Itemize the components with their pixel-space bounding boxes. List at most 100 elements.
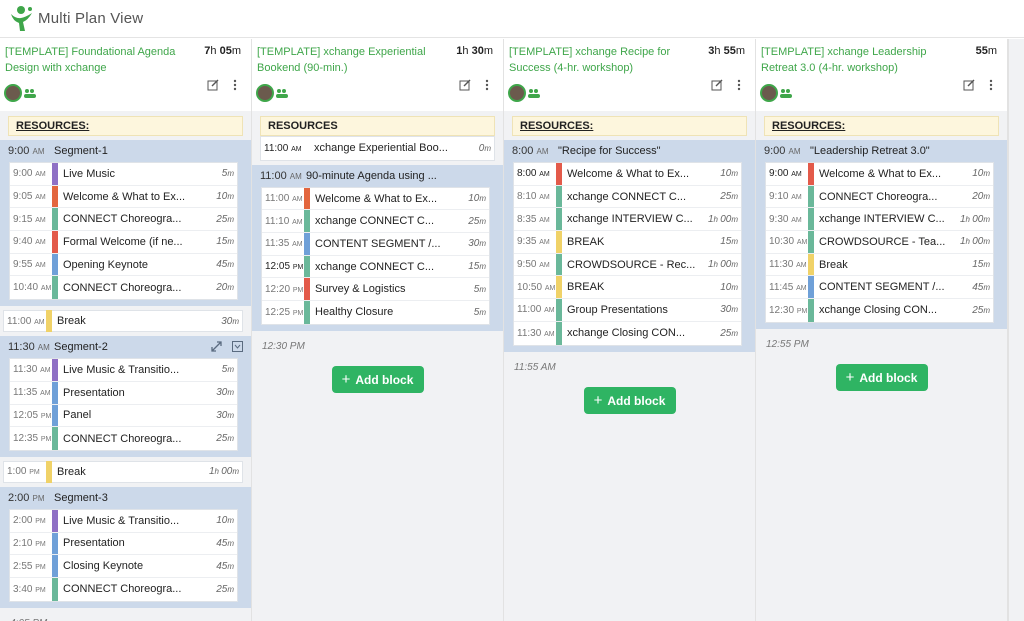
block-duration: 15m — [468, 261, 486, 273]
block-start-time: 9:00 AM — [769, 168, 802, 180]
agenda-block[interactable]: 10:40 AM CONNECT Choreogra... 20m — [10, 276, 237, 300]
agenda-block[interactable]: 11:00 AM Welcome & What to Ex... 10m — [262, 187, 489, 211]
segment-name[interactable]: "Leadership Retreat 3.0" — [810, 145, 930, 157]
block-color-bar — [52, 532, 58, 555]
agenda-block[interactable]: 12:05 PM xchange CONNECT C... 15m — [262, 255, 489, 279]
avatar[interactable] — [4, 84, 22, 102]
expand-icon[interactable] — [211, 341, 222, 352]
avatar[interactable] — [508, 84, 526, 102]
agenda-block[interactable]: 11:30 AM Live Music & Transitio... 5m — [10, 359, 237, 382]
plan-title-link[interactable]: [TEMPLATE] Foundational Agenda Design wi… — [5, 46, 176, 74]
segment-name[interactable]: 90-minute Agenda using ... — [306, 169, 437, 182]
block-duration: 10m — [216, 191, 234, 203]
agenda-block[interactable]: 12:35 PM CONNECT Choreogra... 25m — [10, 427, 237, 450]
agenda-block[interactable]: 12:05 PM Panel 30m — [10, 404, 237, 428]
agenda-block[interactable]: 11:45 AM CONTENT SEGMENT /... 45m — [766, 276, 993, 300]
agenda-block[interactable]: 9:30 AM xchange INTERVIEW C... 1h 00m — [766, 208, 993, 232]
block-color-bar — [808, 253, 814, 276]
agenda-block[interactable]: 9:10 AM CONNECT Choreogra... 20m — [766, 185, 993, 209]
more-options-icon[interactable] — [481, 79, 493, 91]
agenda-block[interactable]: 2:00 PM Live Music & Transitio... 10m — [10, 509, 237, 533]
plan-column: [TEMPLATE] xchange Leadership Retreat 3.… — [756, 39, 1008, 621]
block-color-bar — [556, 185, 562, 208]
agenda-block[interactable]: 10:50 AM BREAK 10m — [514, 276, 741, 300]
more-options-icon[interactable] — [733, 79, 745, 91]
agenda-block[interactable]: 11:30 AM xchange Closing CON... 25m — [514, 321, 741, 345]
block-color-bar — [808, 163, 814, 185]
block-duration: 30m — [216, 387, 234, 399]
segment-name[interactable]: "Recipe for Success" — [558, 145, 661, 157]
agenda-block[interactable]: 2:10 PM Presentation 45m — [10, 532, 237, 556]
add-block-button[interactable]: + Add block — [835, 363, 928, 391]
agenda-block[interactable]: 3:40 PM CONNECT Choreogra... 25m — [10, 577, 237, 601]
resources-header[interactable]: RESOURCES: — [764, 116, 999, 136]
agenda-block[interactable]: 12:25 PM Healthy Closure 5m — [262, 301, 489, 324]
block-title: xchange CONNECT C... — [567, 190, 687, 203]
resources-header[interactable]: RESOURCES — [260, 116, 495, 136]
agenda-block[interactable]: 12:30 PM xchange Closing CON... 25m — [766, 299, 993, 322]
segment-name[interactable]: Segment-3 — [54, 491, 108, 504]
agenda-block[interactable]: 9:00 AM Welcome & What to Ex... 10m — [766, 163, 993, 186]
add-block-button[interactable]: + Add block — [331, 365, 424, 393]
agenda-block[interactable]: 8:35 AM xchange INTERVIEW C... 1h 00m — [514, 208, 741, 232]
resources-header[interactable]: RESOURCES: — [512, 116, 747, 136]
block-duration: 25m — [720, 327, 738, 339]
agenda-block[interactable]: 8:10 AM xchange CONNECT C... 25m — [514, 185, 741, 209]
block-duration: 30m — [216, 409, 234, 421]
agenda-block[interactable]: 1:00 PM Break 1h 00m — [4, 460, 242, 484]
agenda-block[interactable]: 11:00 AM Break 30m — [4, 309, 242, 333]
agenda-block[interactable]: 9:00 AM Live Music 5m — [10, 163, 237, 186]
avatar[interactable] — [760, 84, 778, 102]
avatar[interactable] — [256, 84, 274, 102]
segment: 9:00 AM Segment-1 9:00 AM Live Music 5m 9:05… — [0, 140, 251, 307]
agenda-block[interactable]: 9:15 AM CONNECT Choreogra... 25m — [10, 208, 237, 232]
break-block[interactable]: 11:00 AM Break 30m — [3, 309, 243, 333]
segment-name[interactable]: Segment-2 — [54, 341, 108, 354]
agenda-block[interactable]: 11:35 AM CONTENT SEGMENT /... 30m — [262, 233, 489, 256]
agenda-block[interactable]: 9:35 AM BREAK 15m — [514, 231, 741, 254]
block-title: Welcome & What to Ex... — [315, 192, 438, 205]
agenda-block[interactable]: 11:35 AM Presentation 30m — [10, 381, 237, 405]
empty-area — [1008, 39, 1024, 621]
block-start-time: 12:20 PM — [265, 283, 304, 295]
break-block[interactable]: 1:00 PM Break 1h 00m — [3, 460, 243, 484]
plan-title-link[interactable]: [TEMPLATE] xchange Leadership Retreat 3.… — [761, 46, 927, 74]
more-options-icon[interactable] — [229, 79, 241, 91]
agenda-block[interactable]: 9:05 AM Welcome & What to Ex... 10m — [10, 185, 237, 209]
block-color-bar — [46, 309, 52, 333]
add-block-button[interactable]: + Add block — [583, 386, 676, 414]
agenda-block[interactable]: 9:50 AM CROWDSOURCE - Rec... 1h 00m — [514, 253, 741, 277]
agenda-block[interactable]: 9:55 AM Opening Keynote 45m — [10, 253, 237, 277]
plan-title-link[interactable]: [TEMPLATE] xchange Experiential Bookend … — [257, 46, 426, 74]
agenda-block[interactable]: 9:40 AM Formal Welcome (if ne... 15m — [10, 231, 237, 254]
edit-icon[interactable] — [207, 79, 219, 91]
block-color-bar — [52, 185, 58, 208]
block-start-time: 11:35 AM — [265, 238, 303, 250]
edit-icon[interactable] — [459, 79, 471, 91]
agenda-block[interactable]: 11:00 AM xchange Experiential Boo... 0m — [261, 137, 494, 160]
agenda-block[interactable]: 8:00 AM Welcome & What to Ex... 10m — [514, 163, 741, 186]
agenda-block[interactable]: 11:00 AM Group Presentations 30m — [514, 299, 741, 322]
agenda-block[interactable]: 2:55 PM Closing Keynote 45m — [10, 555, 237, 578]
edit-icon[interactable] — [711, 79, 723, 91]
block-start-time: 2:55 PM — [13, 560, 46, 572]
app-logo-icon[interactable] — [8, 5, 34, 33]
block-duration: 25m — [468, 215, 486, 227]
collapse-icon[interactable] — [232, 341, 243, 353]
agenda-block[interactable]: 10:30 AM CROWDSOURCE - Tea... 1h 00m — [766, 231, 993, 254]
agenda-block[interactable]: 11:30 AM Break 15m — [766, 253, 993, 277]
block-color-bar — [52, 509, 58, 532]
block-duration: 15m — [720, 236, 738, 248]
more-options-icon[interactable] — [985, 79, 997, 91]
block-color-bar — [808, 276, 814, 299]
plan-title-link[interactable]: [TEMPLATE] xchange Recipe for Success (4… — [509, 46, 671, 74]
block-duration: 15m — [972, 259, 990, 271]
block-duration: 5m — [473, 283, 486, 295]
edit-icon[interactable] — [963, 79, 975, 91]
agenda-block[interactable]: 12:20 PM Survey & Logistics 5m — [262, 278, 489, 302]
resources-header[interactable]: RESOURCES: — [8, 116, 243, 136]
agenda-block[interactable]: 11:10 AM xchange CONNECT C... 25m — [262, 210, 489, 234]
segment-name[interactable]: Segment-1 — [54, 145, 108, 157]
block-list: 11:30 AM Live Music & Transitio... 5m 11:35… — [9, 358, 238, 451]
block-duration: 10m — [468, 193, 486, 205]
